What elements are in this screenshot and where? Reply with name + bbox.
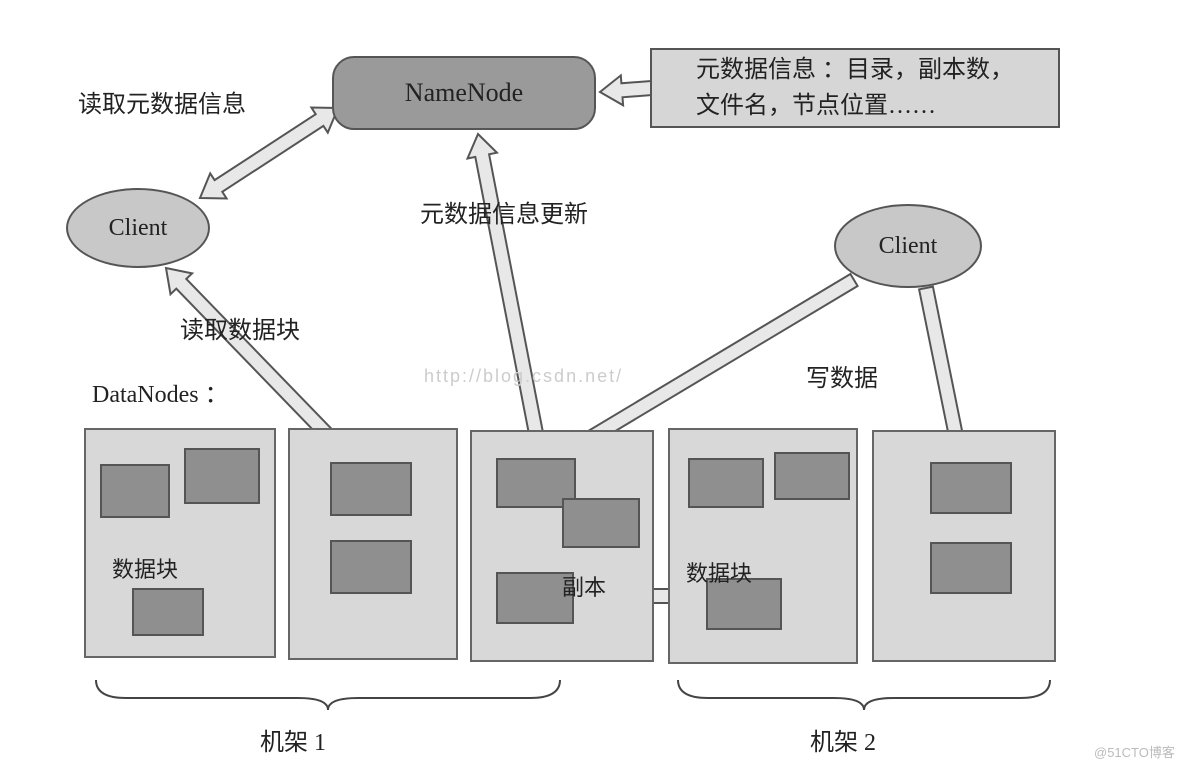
label-datanodes: DataNodes ：	[92, 374, 229, 409]
datanode-3-block-2	[562, 498, 640, 548]
datanode-2	[288, 428, 458, 660]
metadata-box: 元数据信息 ：目录，副本数， 文件名，节点位置……	[650, 48, 1060, 128]
arrow-metadata-to-namenode	[600, 75, 653, 105]
arrow-client-to-namenode	[200, 108, 338, 199]
label-rack2: 机架 2	[810, 722, 876, 757]
label-read-metadata: 读取元数据信息	[78, 84, 246, 119]
client-left-label: Client	[109, 215, 168, 242]
label-write-data: 写数据	[806, 358, 878, 393]
rack1-brace	[96, 680, 560, 710]
datanode-1-block-3	[132, 588, 204, 636]
client-right-label: Client	[879, 233, 938, 260]
label-block2: 数据块	[686, 556, 752, 588]
datanode-5-block-1	[930, 462, 1012, 514]
client-left: Client	[66, 188, 210, 268]
metadata-line1: 元数据信息 ：目录，副本数，	[696, 52, 1014, 88]
datanode-3	[470, 430, 654, 662]
datanode-4-block-1	[688, 458, 764, 508]
label-replica: 副本	[562, 570, 606, 602]
label-read-block: 读取数据块	[180, 310, 300, 345]
datanode-4-block-2	[774, 452, 850, 500]
attribution-text: @51CTO博客	[1094, 742, 1175, 761]
rack2-brace	[678, 680, 1050, 710]
datanode-4	[668, 428, 858, 664]
label-meta-update: 元数据信息更新	[420, 194, 588, 229]
metadata-line2: 文件名，节点位置……	[696, 88, 1014, 124]
datanode-1-block-1	[100, 464, 170, 518]
datanode-1	[84, 428, 276, 658]
namenode-label: NameNode	[405, 78, 523, 108]
datanode-5-block-2	[930, 542, 1012, 594]
datanode-2-block-1	[330, 462, 412, 516]
namenode: NameNode	[332, 56, 596, 130]
datanode-5	[872, 430, 1056, 662]
client-right: Client	[834, 204, 982, 288]
datanode-2-block-2	[330, 540, 412, 594]
watermark-text: http://blog.csdn.net/	[424, 366, 623, 387]
arrow-datanode3-to-namenode	[468, 134, 547, 455]
label-rack1: 机架 1	[260, 722, 326, 757]
datanode-1-block-2	[184, 448, 260, 504]
label-block: 数据块	[112, 552, 178, 584]
